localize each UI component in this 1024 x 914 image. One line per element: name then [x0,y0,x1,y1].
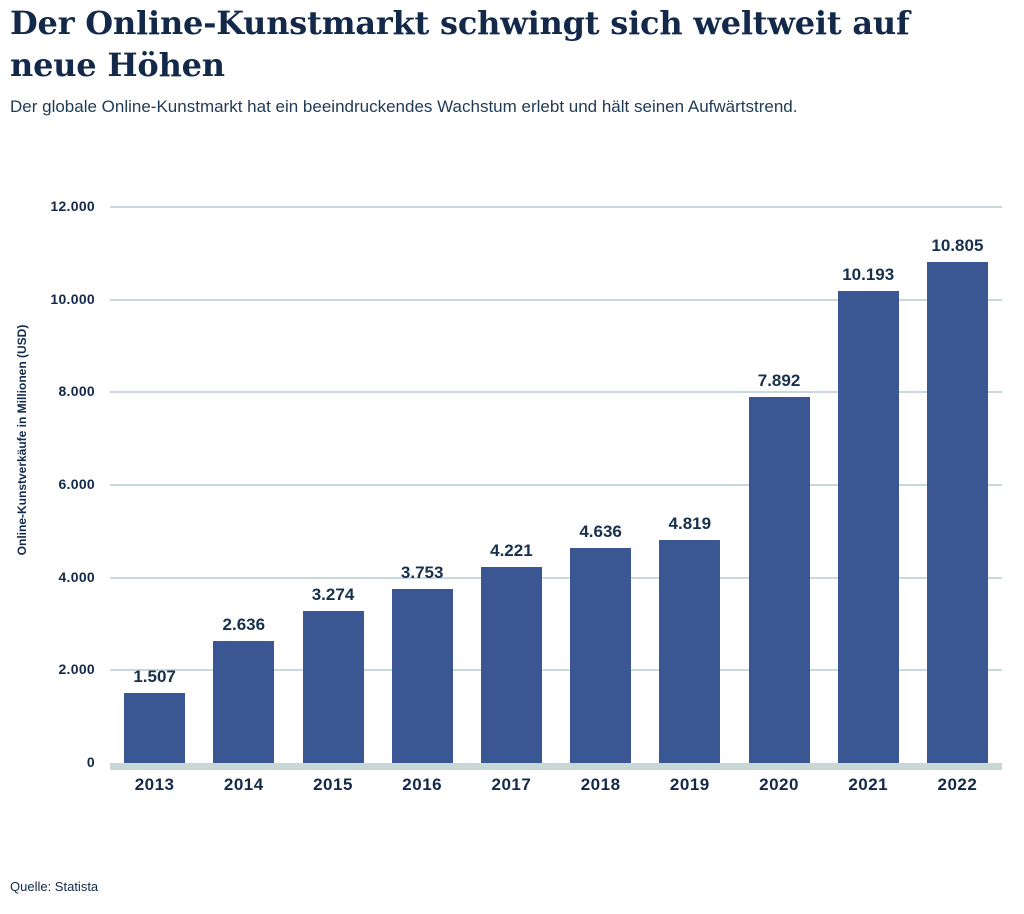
gridline [110,484,1002,486]
y-tick-label: 4.000 [58,568,95,585]
bar-value-label: 1.507 [133,667,176,687]
x-axis-labels: 2013 2014 2015 2016 2017 2018 2019 2020 2021 2022 [110,775,1002,795]
bar-2014: 2.636 [213,615,275,763]
bar-slot: 10.805 [913,207,1002,763]
bars-container: 1.507 2.636 3.274 3.753 4.221 4.636 4.819 7.892… [110,207,1002,763]
x-axis-baseline [110,763,1002,770]
bar-2017: 4.221 [480,541,542,763]
bar-2022: 10.805 [926,236,988,763]
bar-2016: 3.753 [391,563,453,763]
x-axis-label: 2015 [313,775,353,794]
y-tick-label: 2.000 [58,661,95,678]
x-axis-label: 2018 [580,775,621,794]
y-tick-label: 8.000 [58,383,95,400]
bar-value-label: 10.193 [842,264,895,284]
gridline [110,298,1002,301]
y-axis-ticks: 0 2.000 4.000 6.000 8.000 10.000 12.000 [0,198,95,770]
y-tick-label: 12.000 [50,198,95,214]
bar-value-label: 7.892 [757,371,801,391]
x-axis-label: 2019 [669,775,710,794]
page-title: Der Online-Kunstmarkt schwingt sich welt… [10,4,910,84]
bar-slot: 7.892 [734,207,823,763]
bar-slot: 3.274 [288,207,377,763]
bar-2019: 4.819 [659,514,721,763]
bar-value-label: 4.221 [490,541,533,561]
bar-2020: 7.892 [748,371,810,763]
y-tick-label: 10.000 [50,290,95,307]
bar-slot: 3.753 [378,207,467,763]
y-tick-label: 0 [86,754,95,770]
bar-slot: 4.221 [467,207,556,763]
bar-2015: 3.274 [302,585,364,763]
bar-slot: 10.193 [824,207,913,763]
bar-slot: 2.636 [199,207,288,763]
x-axis-label: 2013 [134,775,175,794]
bar-value-label: 10.805 [931,236,984,256]
y-tick-label: 6.000 [58,476,95,492]
bar-slot: 1.507 [110,207,199,763]
x-axis-label: 2016 [402,775,443,794]
bar-value-label: 3.753 [400,563,444,583]
bar-slot: 4.819 [645,207,734,763]
x-axis-label: 2021 [848,775,889,794]
bar-value-label: 2.636 [222,614,266,634]
page-subtitle: Der globale Online-Kunstmarkt hat ein be… [10,97,798,116]
gridlines [110,206,1002,763]
gridline [110,576,1002,579]
x-axis-label: 2017 [491,775,532,794]
x-axis-label: 2022 [937,775,978,794]
bar-2021: 10.193 [837,265,899,763]
bar-value-label: 3.274 [311,585,355,605]
gridline [110,391,1002,394]
bar-2013: 1.507 [124,667,186,763]
x-axis-label: 2020 [759,775,799,794]
gridline [110,206,1002,208]
gridline [110,669,1002,672]
bar-slot: 4.636 [556,207,645,763]
plot-area: 1.507 2.636 3.274 3.753 4.221 4.636 4.819 7.892… [110,206,1002,770]
x-axis-label: 2014 [223,775,264,794]
bar-2018: 4.636 [570,522,632,763]
source-label: Quelle: Statista [10,879,99,894]
bar-value-label: 4.636 [579,522,622,542]
bar-value-label: 4.819 [668,513,712,533]
